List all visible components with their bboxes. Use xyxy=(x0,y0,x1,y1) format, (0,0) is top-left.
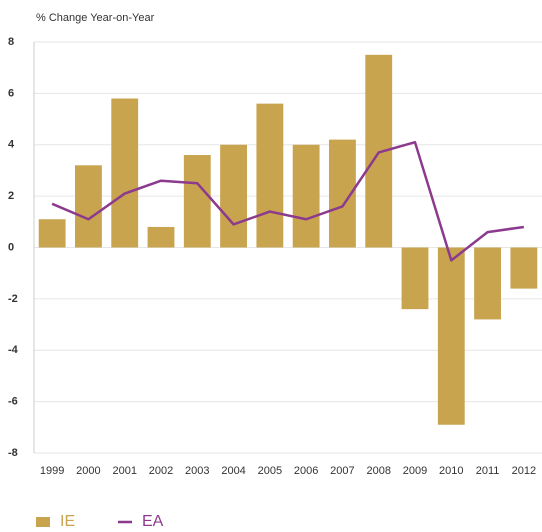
bar xyxy=(111,98,139,248)
bar xyxy=(75,165,102,248)
y-tick-label: 4 xyxy=(8,139,15,151)
legend-swatch xyxy=(36,517,50,527)
x-tick-label: 1999 xyxy=(40,465,64,477)
y-tick-label: 6 xyxy=(8,87,14,99)
y-tick-label: -2 xyxy=(8,293,18,305)
bar xyxy=(401,247,429,310)
x-tick-label: 2010 xyxy=(439,465,463,477)
y-tick-label: -8 xyxy=(8,447,18,459)
bar xyxy=(474,247,501,320)
bar xyxy=(437,247,465,425)
bar xyxy=(147,226,175,248)
bar xyxy=(256,103,284,248)
y-axis-title: % Change Year-on-Year xyxy=(36,12,155,24)
bar xyxy=(183,155,211,248)
x-tick-label: 2000 xyxy=(76,465,100,477)
x-tick-label: 2008 xyxy=(366,465,390,477)
y-tick-label: 8 xyxy=(8,36,14,48)
x-tick-label: 2003 xyxy=(185,465,209,477)
x-tick-label: 2002 xyxy=(149,465,173,477)
bar xyxy=(220,144,247,248)
y-tick-label: 0 xyxy=(8,241,14,253)
legend-label: IE xyxy=(60,513,75,530)
y-tick-label: 2 xyxy=(8,190,14,202)
x-tick-label: 2005 xyxy=(258,465,282,477)
x-tick-label: 2004 xyxy=(221,465,245,477)
x-tick-label: 2012 xyxy=(512,465,536,477)
bar xyxy=(38,219,66,248)
x-tick-label: 2011 xyxy=(476,465,500,477)
bar xyxy=(510,247,538,289)
line xyxy=(51,140,525,262)
x-tick-label: 2009 xyxy=(403,465,427,477)
bar xyxy=(292,144,320,248)
y-tick-label: -4 xyxy=(8,344,19,356)
x-tick-label: 2006 xyxy=(294,465,318,477)
x-tick-label: 2007 xyxy=(330,465,354,477)
y-tick-label: -6 xyxy=(8,396,18,408)
legend-label: EA xyxy=(142,513,164,530)
x-tick-label: 2001 xyxy=(112,465,136,477)
